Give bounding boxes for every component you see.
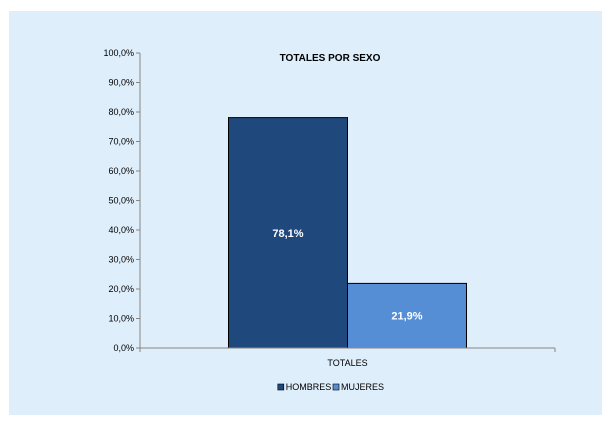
legend-label-hombres: HOMBRES xyxy=(286,382,332,392)
data-label-mujeres: 21,9% xyxy=(391,311,422,323)
chart-area: TOTALES POR SEXO 0,0% 10,0% 20,0% 30,0% 40,0… xyxy=(9,11,602,415)
y-tick-label: 50,0% xyxy=(108,196,134,206)
y-tick-label: 10,0% xyxy=(108,314,134,324)
y-tick-label: 30,0% xyxy=(108,255,134,265)
bar-mujeres xyxy=(347,282,467,349)
data-label-hombres: 78,1% xyxy=(272,228,303,240)
y-tick-label: 80,0% xyxy=(108,107,134,117)
y-tick-label: 90,0% xyxy=(108,78,134,88)
y-tick-label: 20,0% xyxy=(108,284,134,294)
x-axis: TOTALES xyxy=(139,347,556,368)
legend: HOMBRES MUJERES xyxy=(277,382,384,392)
y-tick-label: 70,0% xyxy=(108,137,134,147)
y-tick-label: 0,0% xyxy=(113,343,134,353)
bar-chart: TOTALES POR SEXO 0,0% 10,0% 20,0% 30,0% 40,0… xyxy=(103,48,556,392)
chart-title: TOTALES POR SEXO xyxy=(280,53,381,64)
y-tick-label: 40,0% xyxy=(108,225,134,235)
y-tick-label: 100,0% xyxy=(103,48,134,58)
bars: 78,1% 21,9% xyxy=(228,117,467,349)
legend-swatch-mujeres xyxy=(332,383,340,391)
x-category-label: TOTALES xyxy=(327,358,367,368)
bar-hombres xyxy=(228,117,348,349)
y-axis: 0,0% 10,0% 20,0% 30,0% 40,0% 50,0% 60,0% 70,0% 8… xyxy=(103,48,141,353)
legend-label-mujeres: MUJERES xyxy=(341,382,384,392)
legend-swatch-hombres xyxy=(277,383,285,391)
y-tick-label: 60,0% xyxy=(108,166,134,176)
